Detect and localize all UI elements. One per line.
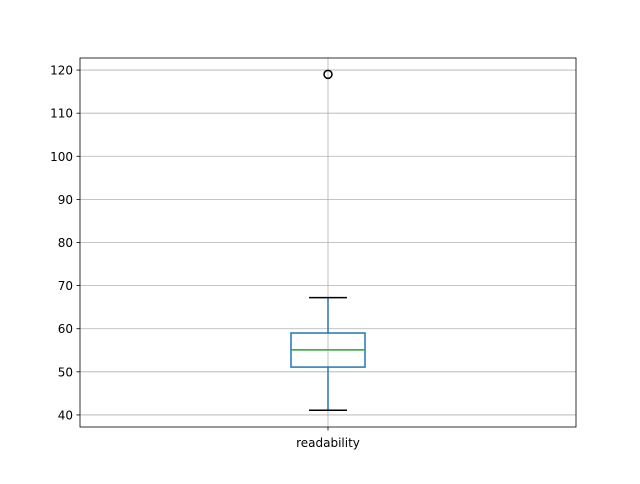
y-tick-label: 50 bbox=[58, 365, 73, 379]
y-tick-label: 100 bbox=[50, 150, 73, 164]
x-tick-label: readability bbox=[296, 436, 360, 450]
y-tick-label: 60 bbox=[58, 322, 73, 336]
y-tick-label: 110 bbox=[50, 107, 73, 121]
y-tick-label: 90 bbox=[58, 193, 73, 207]
y-tick-label: 80 bbox=[58, 236, 73, 250]
outlier-point bbox=[323, 69, 333, 80]
plot-frame bbox=[79, 57, 577, 428]
y-tick-label: 40 bbox=[58, 408, 73, 422]
y-tick-label: 70 bbox=[58, 279, 73, 293]
y-tick-label: 120 bbox=[50, 64, 73, 78]
